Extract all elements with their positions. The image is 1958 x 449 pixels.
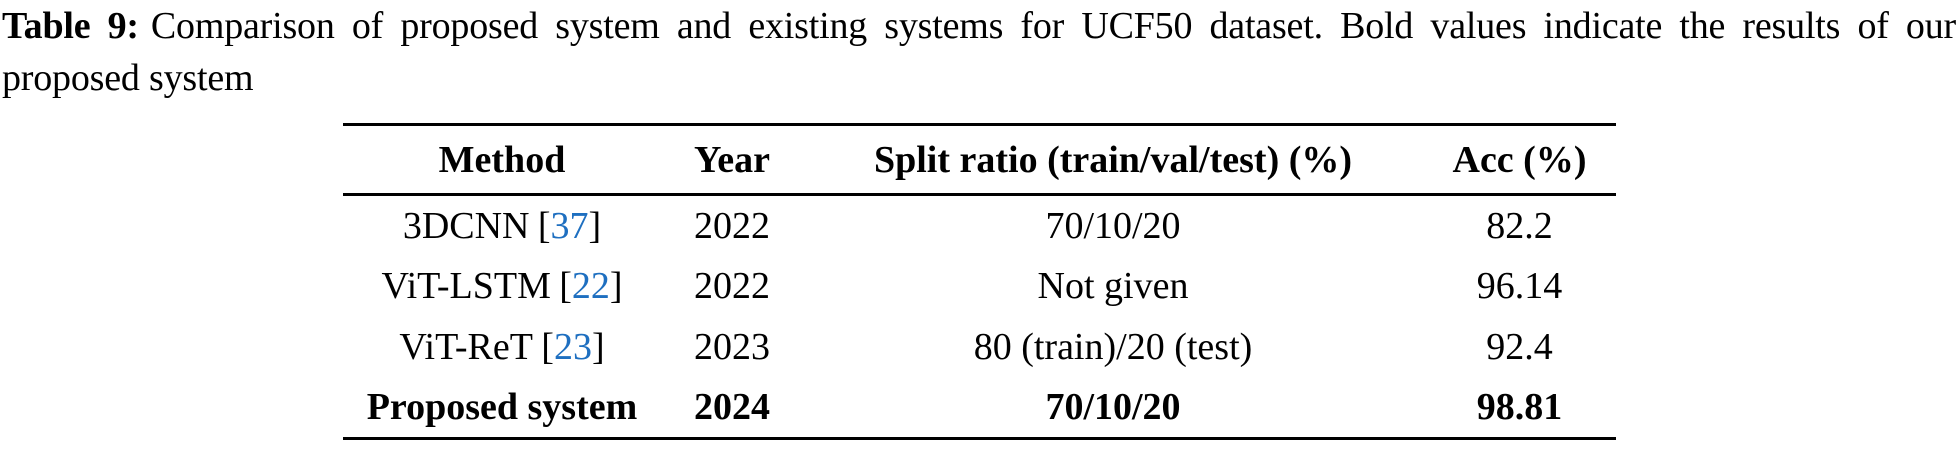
comparison-table: Method Year Split ratio (train/val/test)… <box>343 123 1616 440</box>
col-header-method: Method <box>343 124 661 196</box>
table-row: ViT-LSTM [22] 2022 Not given 96.14 <box>343 256 1616 317</box>
table-row: 3DCNN [37] 2022 70/10/20 82.2 <box>343 195 1616 256</box>
split-ratio-cell: Not given <box>1037 265 1189 307</box>
table-caption: Table 9: Comparison of proposed system an… <box>2 0 1956 104</box>
acc-cell: 92.4 <box>1486 326 1553 368</box>
citation-bracket: [ <box>559 265 572 307</box>
caption-text: Comparison of proposed system and existi… <box>2 5 1956 99</box>
col-header-split-ratio: Split ratio (train/val/test) (%) <box>803 124 1423 196</box>
table-row-proposed: Proposed system 2024 70/10/20 98.81 <box>343 378 1616 439</box>
year-cell: 2022 <box>694 265 770 307</box>
col-header-year: Year <box>661 124 803 196</box>
citation-link[interactable]: 23 <box>553 326 592 368</box>
header-row: Method Year Split ratio (train/val/test)… <box>343 124 1616 196</box>
citation-bracket: ] <box>591 326 605 368</box>
method-cell: 3DCNN [37] <box>343 195 661 256</box>
method-name: 3DCNN <box>402 204 530 247</box>
citation-bracket: [ <box>541 326 554 368</box>
year-cell: 2023 <box>694 326 770 368</box>
acc-cell: 98.81 <box>1476 386 1563 429</box>
citation-link[interactable]: 22 <box>571 265 610 307</box>
method-cell: ViT-LSTM [22] <box>343 256 661 317</box>
acc-cell: 82.2 <box>1486 204 1553 247</box>
table-row: ViT-ReT [23] 2023 80 (train)/20 (test) 92… <box>343 317 1616 378</box>
method-name: ViT-LSTM <box>381 265 551 307</box>
acc-cell: 96.14 <box>1476 265 1563 307</box>
citation-bracket: ] <box>588 204 602 247</box>
method-name: Proposed system <box>366 386 638 429</box>
split-ratio-cell: 70/10/20 <box>1045 386 1181 429</box>
year-cell: 2022 <box>694 204 770 247</box>
split-ratio-cell: 70/10/20 <box>1045 204 1181 247</box>
year-cell: 2024 <box>694 386 770 429</box>
method-name: ViT-ReT <box>399 326 533 368</box>
col-header-acc: Acc (%) <box>1423 124 1616 196</box>
split-ratio-cell: 80 (train)/20 (test) <box>973 326 1253 368</box>
citation-bracket: [ <box>537 204 551 247</box>
method-cell: Proposed system <box>343 378 661 439</box>
citation-bracket: ] <box>609 265 623 307</box>
citation-link[interactable]: 37 <box>550 204 589 247</box>
caption-label: Table 9: <box>2 5 139 47</box>
method-cell: ViT-ReT [23] <box>343 317 661 378</box>
